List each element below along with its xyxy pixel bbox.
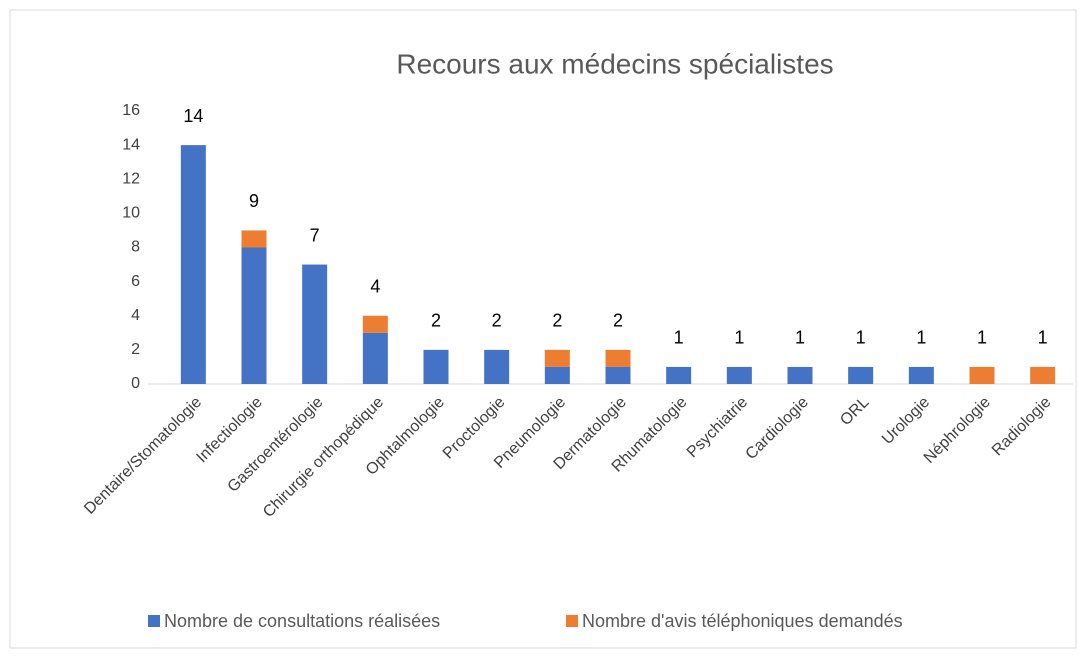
chart-title: Recours aux médecins spécialistes bbox=[396, 48, 833, 79]
bar-segment bbox=[362, 332, 388, 384]
total-label: 4 bbox=[370, 277, 380, 297]
bar-segment bbox=[908, 366, 934, 384]
legend-swatch bbox=[148, 615, 160, 627]
legend-label: Nombre d'avis téléphoniques demandés bbox=[582, 611, 903, 631]
bar-segment bbox=[787, 366, 813, 384]
total-label: 14 bbox=[183, 106, 203, 126]
total-label: 1 bbox=[795, 328, 805, 348]
legend-swatch bbox=[566, 615, 578, 627]
total-label: 9 bbox=[249, 191, 259, 211]
bar-segment bbox=[605, 349, 631, 367]
y-tick-label: 0 bbox=[131, 375, 140, 392]
total-label: 1 bbox=[674, 328, 684, 348]
y-tick-label: 4 bbox=[131, 307, 140, 324]
bar-segment bbox=[969, 366, 995, 384]
total-label: 2 bbox=[492, 311, 502, 331]
bar-segment bbox=[423, 349, 449, 384]
total-label: 7 bbox=[310, 225, 320, 245]
y-tick-label: 16 bbox=[122, 102, 140, 119]
bar-segment bbox=[726, 366, 752, 384]
legend-label: Nombre de consultations réalisées bbox=[164, 611, 440, 631]
total-label: 2 bbox=[613, 311, 623, 331]
total-label: 1 bbox=[1038, 328, 1048, 348]
total-label: 2 bbox=[552, 311, 562, 331]
total-label: 1 bbox=[856, 328, 866, 348]
y-tick-label: 10 bbox=[122, 205, 140, 222]
total-label: 1 bbox=[977, 328, 987, 348]
bar-segment bbox=[362, 315, 388, 333]
y-tick-label: 12 bbox=[122, 170, 140, 187]
bar-segment bbox=[241, 247, 267, 384]
bar-segment bbox=[241, 230, 267, 248]
bar-segment bbox=[180, 145, 206, 384]
bar-segment bbox=[302, 264, 328, 384]
total-label: 2 bbox=[431, 311, 441, 331]
bar-segment bbox=[544, 349, 570, 367]
total-label: 1 bbox=[916, 328, 926, 348]
bar-segment bbox=[666, 366, 692, 384]
total-label: 1 bbox=[734, 328, 744, 348]
bar-segment bbox=[484, 349, 510, 384]
y-tick-label: 14 bbox=[122, 136, 140, 153]
bar-segment bbox=[544, 366, 570, 384]
bar-segment bbox=[1030, 366, 1056, 384]
bar-segment bbox=[848, 366, 874, 384]
y-tick-label: 8 bbox=[131, 239, 140, 256]
bar-segment bbox=[605, 366, 631, 384]
y-tick-label: 2 bbox=[131, 341, 140, 358]
y-tick-label: 6 bbox=[131, 273, 140, 290]
